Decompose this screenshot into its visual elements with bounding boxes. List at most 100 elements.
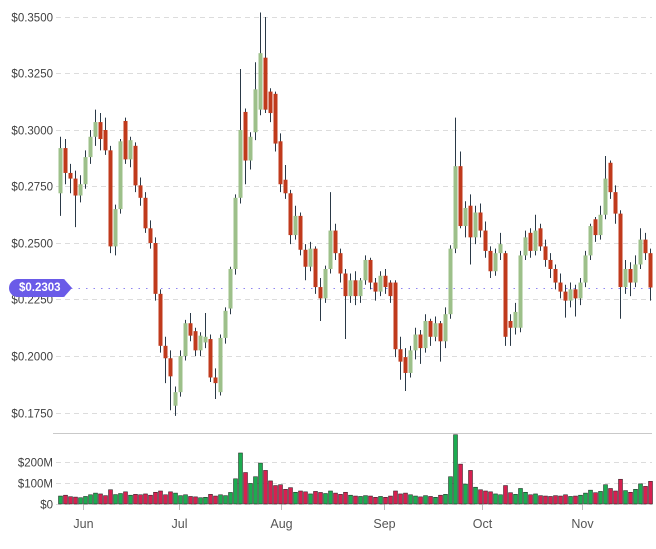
volume-bar[interactable] <box>198 497 203 505</box>
candle-body[interactable] <box>58 148 63 194</box>
candle-body[interactable] <box>353 280 358 297</box>
candle-body[interactable] <box>288 193 293 236</box>
volume-bar[interactable] <box>228 492 233 505</box>
volume-bar[interactable] <box>623 490 628 505</box>
volume-bar[interactable] <box>258 462 263 505</box>
volume-bar[interactable] <box>118 493 123 505</box>
candle-body[interactable] <box>538 228 543 247</box>
volume-bar[interactable] <box>488 491 493 505</box>
volume-bar[interactable] <box>123 491 128 505</box>
candle-body[interactable] <box>318 287 323 299</box>
volume-bar[interactable] <box>283 489 288 505</box>
volume-bar[interactable] <box>103 495 108 505</box>
volume-bar[interactable] <box>348 494 353 505</box>
volume-bar[interactable] <box>303 491 308 505</box>
candle-body[interactable] <box>123 120 128 160</box>
volume-bar[interactable] <box>353 495 358 505</box>
volume-bar[interactable] <box>358 496 363 505</box>
candle-body[interactable] <box>563 291 568 301</box>
candle-body[interactable] <box>413 334 418 351</box>
candle-body[interactable] <box>83 157 88 185</box>
candle-body[interactable] <box>468 205 473 238</box>
candle-body[interactable] <box>93 122 98 137</box>
candle-body[interactable] <box>403 357 408 373</box>
volume-bar[interactable] <box>398 493 403 505</box>
volume-bar[interactable] <box>133 494 138 505</box>
volume-bar[interactable] <box>408 494 413 505</box>
volume-bar[interactable] <box>453 434 458 505</box>
candle-body[interactable] <box>248 136 253 161</box>
volume-bar[interactable] <box>238 452 243 505</box>
candle-body[interactable] <box>618 213 623 288</box>
candle-body[interactable] <box>178 356 183 393</box>
candle-body[interactable] <box>298 215 303 250</box>
candle-body[interactable] <box>343 273 348 297</box>
volume-bar[interactable] <box>328 490 333 505</box>
candle-body[interactable] <box>498 244 503 254</box>
volume-bar[interactable] <box>88 494 93 505</box>
volume-bar[interactable] <box>128 494 133 505</box>
candle-body[interactable] <box>88 136 93 158</box>
volume-bar[interactable] <box>588 489 593 505</box>
candle-body[interactable] <box>253 89 258 133</box>
candle-body[interactable] <box>528 232 533 251</box>
candle-body[interactable] <box>378 275 383 292</box>
candle-body[interactable] <box>588 226 593 256</box>
candle-body[interactable] <box>213 377 218 384</box>
volume-bar[interactable] <box>528 494 533 505</box>
volume-bar[interactable] <box>438 494 443 505</box>
volume-bar[interactable] <box>508 492 513 505</box>
volume-bar[interactable] <box>633 489 638 505</box>
candle-body[interactable] <box>63 148 68 173</box>
volume-bar[interactable] <box>98 493 103 505</box>
candle-body[interactable] <box>308 248 313 267</box>
candle-body[interactable] <box>388 282 393 297</box>
volume-bar[interactable] <box>83 496 88 505</box>
candle-body[interactable] <box>458 166 463 227</box>
volume-bar[interactable] <box>243 472 248 505</box>
volume-bar[interactable] <box>138 494 143 505</box>
candle-body[interactable] <box>133 145 138 186</box>
volume-bar[interactable] <box>213 495 218 505</box>
candle-body[interactable] <box>328 230 333 269</box>
volume-bar[interactable] <box>648 481 653 505</box>
candle-body[interactable] <box>233 197 238 269</box>
candle-body[interactable] <box>438 323 443 342</box>
volume-bar[interactable] <box>63 494 68 505</box>
candle-body[interactable] <box>638 239 643 265</box>
candle-body[interactable] <box>348 280 353 297</box>
candle-body[interactable] <box>98 122 103 140</box>
volume-bar[interactable] <box>178 495 183 505</box>
candle-body[interactable] <box>73 178 78 196</box>
candle-body[interactable] <box>508 320 513 328</box>
candle-body[interactable] <box>643 239 648 254</box>
volume-bar[interactable] <box>563 494 568 505</box>
volume-bar[interactable] <box>78 497 83 505</box>
volume-bar[interactable] <box>388 495 393 505</box>
volume-bar[interactable] <box>363 495 368 505</box>
volume-bar[interactable] <box>553 495 558 505</box>
candle-body[interactable] <box>103 130 108 151</box>
volume-bar[interactable] <box>478 489 483 505</box>
volume-bar[interactable] <box>268 480 273 505</box>
volume-bar[interactable] <box>93 492 98 505</box>
volume-bar[interactable] <box>318 492 323 505</box>
candle-body[interactable] <box>223 310 228 338</box>
candles-layer[interactable] <box>58 12 653 416</box>
volume-bar[interactable] <box>613 490 618 505</box>
volume-bar[interactable] <box>233 478 238 505</box>
candle-body[interactable] <box>173 392 178 406</box>
volume-bar[interactable] <box>203 497 208 505</box>
candle-body[interactable] <box>473 212 478 238</box>
candle-body[interactable] <box>448 248 453 315</box>
candle-body[interactable] <box>613 192 618 214</box>
candle-body[interactable] <box>198 335 203 351</box>
candle-body[interactable] <box>168 358 173 377</box>
volume-bar[interactable] <box>368 495 373 505</box>
volume-bar[interactable] <box>343 491 348 505</box>
candle-body[interactable] <box>543 246 548 260</box>
candle-body[interactable] <box>523 237 528 256</box>
candle-body[interactable] <box>243 111 248 161</box>
volume-bar[interactable] <box>538 495 543 505</box>
volume-bar[interactable] <box>143 493 148 505</box>
